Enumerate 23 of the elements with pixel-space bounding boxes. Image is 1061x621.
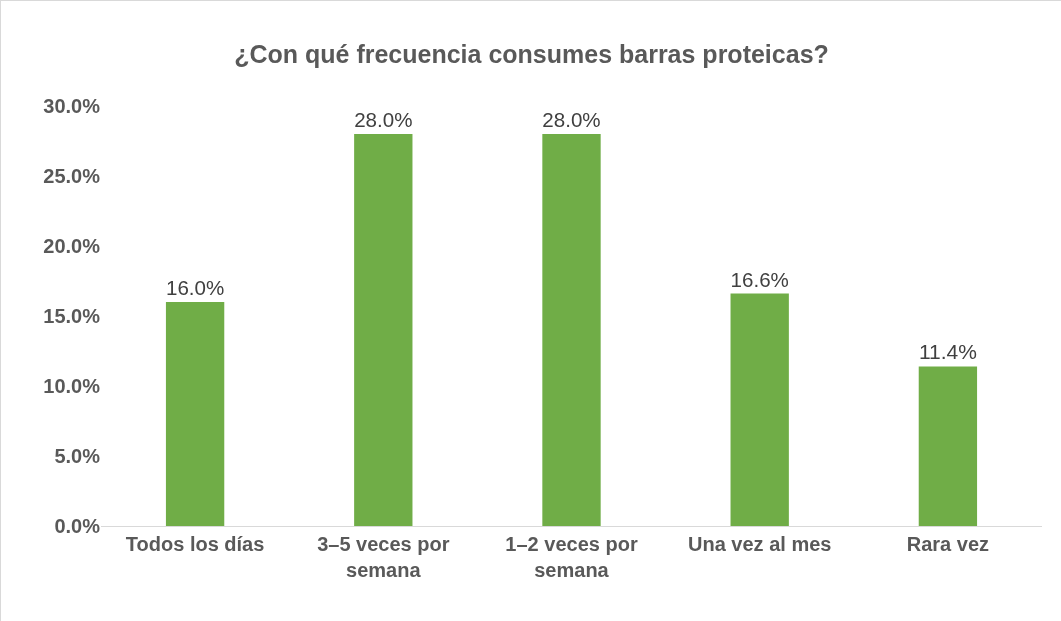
x-tick-label: 3–5 veces por semana: [317, 533, 450, 581]
x-tick-label: Rara vez: [906, 533, 990, 555]
data-label: 28.0%: [354, 108, 413, 132]
y-tick-label: 0.0%: [54, 515, 101, 537]
y-tick-label: 5.0%: [54, 445, 101, 467]
data-label: 16.0%: [165, 276, 225, 300]
x-tick-label: Todos los días: [125, 533, 265, 555]
bar: [165, 302, 225, 526]
bar: [730, 293, 789, 526]
data-label: 28.0%: [542, 108, 601, 132]
bar: [918, 366, 978, 526]
x-tick-label: Una vez al mes: [687, 533, 832, 555]
y-tick-label: 15.0%: [43, 305, 101, 327]
data-label: 16.6%: [730, 267, 789, 291]
y-tick-label: 25.0%: [43, 165, 101, 187]
data-label: 11.4%: [918, 340, 977, 364]
y-tick-label: 10.0%: [43, 375, 101, 397]
x-tick-label: 1–2 veces por semana: [505, 533, 638, 581]
y-tick-label: 30.0%: [43, 95, 101, 117]
bar: [542, 134, 601, 526]
y-tick-label: 20.0%: [43, 235, 101, 257]
chart-title: ¿Con qué frecuencia consumes barras proteicas?: [234, 39, 829, 68]
bar: [354, 134, 413, 526]
